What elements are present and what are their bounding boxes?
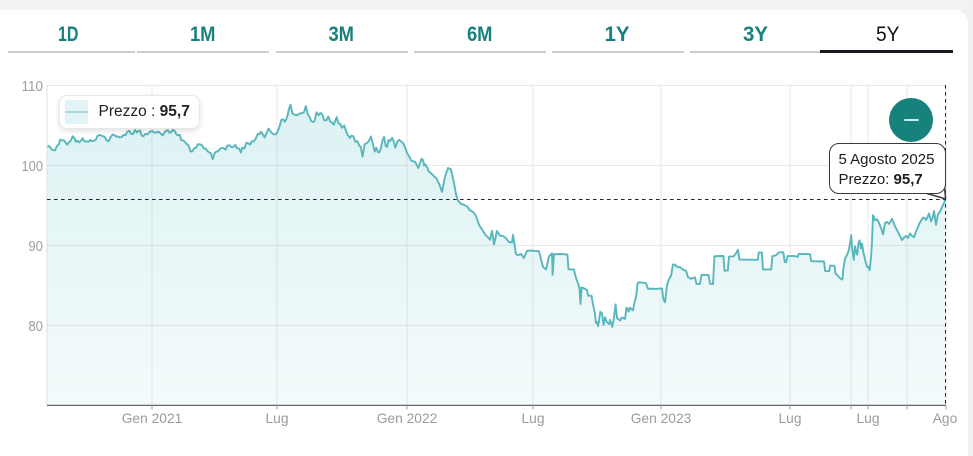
svg-text:110: 110 [22, 79, 44, 95]
svg-text:6M: 6M [467, 21, 493, 46]
svg-text:100: 100 [22, 159, 44, 175]
svg-text:5Y: 5Y [876, 21, 900, 46]
svg-text:3Y: 3Y [743, 21, 768, 46]
svg-text:1M: 1M [190, 21, 216, 46]
svg-text:80: 80 [28, 319, 43, 335]
svg-text:1D: 1D [58, 21, 79, 46]
svg-text:1Y: 1Y [605, 21, 630, 46]
svg-text:90: 90 [28, 239, 43, 255]
svg-text:3M: 3M [328, 21, 354, 46]
